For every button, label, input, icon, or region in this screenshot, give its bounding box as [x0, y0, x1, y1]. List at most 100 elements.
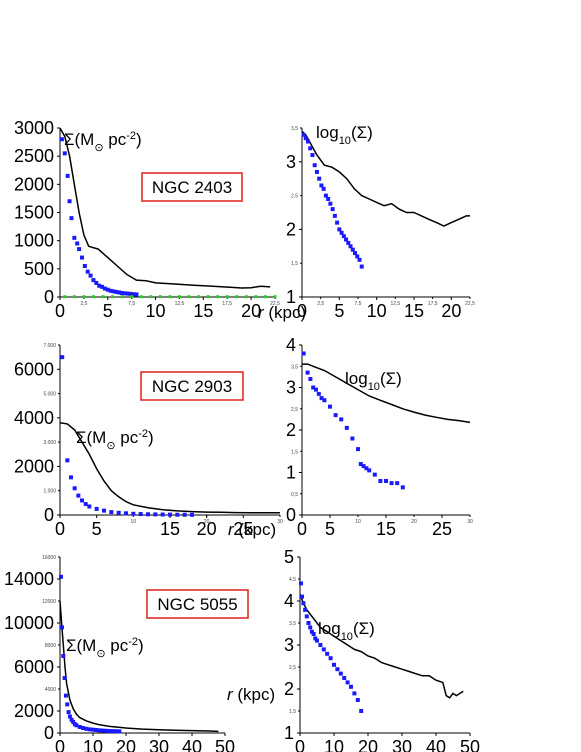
data-point — [82, 264, 87, 269]
data-point — [116, 510, 121, 515]
data-point-green — [72, 295, 76, 299]
data-point — [330, 207, 335, 212]
data-point — [333, 413, 338, 418]
data-point — [300, 594, 305, 599]
data-point — [104, 728, 109, 733]
data-point-green — [235, 295, 239, 299]
x-axis-label: r (kpc) — [227, 685, 275, 704]
data-point-green — [206, 295, 210, 299]
data-point — [332, 213, 337, 218]
data-point — [308, 146, 313, 151]
data-point — [138, 512, 143, 517]
galaxy-name: NGC 2903 — [152, 377, 232, 396]
data-point-green — [263, 295, 267, 299]
x-minor-tick-label: 2,5 — [80, 301, 87, 307]
profile-line — [59, 600, 219, 733]
y-minor-tick-label: 3,5 — [291, 126, 298, 132]
y-tick-label: 500 — [24, 259, 54, 279]
galaxy-name: NGC 2403 — [152, 178, 232, 197]
x-minor-tick-label: 22,5 — [465, 301, 475, 307]
y-tick-label: 0 — [286, 505, 296, 525]
y-tick-label: 10000 — [4, 613, 54, 633]
x-minor-tick-label: 20 — [411, 519, 417, 525]
data-point — [328, 656, 333, 661]
x-minor-tick-label: 12,5 — [390, 301, 400, 307]
data-point — [301, 132, 306, 137]
x-tick-label: 15 — [193, 301, 213, 321]
quantity-label: log10(Σ) — [345, 369, 402, 393]
data-point — [309, 629, 314, 634]
y-tick-label: 6000 — [14, 657, 54, 677]
x-tick-label: 20 — [197, 519, 217, 539]
data-point — [339, 417, 344, 422]
data-point — [344, 237, 349, 242]
data-point — [335, 667, 340, 672]
y-tick-label: 0 — [44, 505, 54, 525]
data-point — [338, 671, 343, 676]
data-point — [61, 654, 66, 658]
data-point-green — [91, 295, 95, 299]
y-tick-label: 1 — [286, 287, 296, 307]
x-tick-label: 5 — [103, 301, 113, 321]
data-point — [306, 621, 311, 625]
data-point-green — [168, 295, 172, 299]
y-minor-tick-label: 1,5 — [291, 261, 298, 267]
data-point — [355, 698, 360, 702]
data-point — [69, 475, 73, 480]
y-tick-label: 0 — [44, 723, 54, 743]
data-point — [97, 728, 102, 733]
data-point — [355, 254, 360, 259]
data-point — [304, 614, 309, 619]
data-point — [319, 396, 324, 401]
data-point — [346, 240, 351, 245]
x-minor-tick-label: 7,5 — [128, 301, 135, 307]
data-point — [321, 647, 326, 652]
data-point — [80, 498, 84, 503]
y-minor-tick-label: 2,5 — [289, 665, 296, 671]
data-point — [59, 137, 64, 142]
y-minor-tick-label: 4000 — [45, 687, 56, 693]
panel-p6: 1 2 3 4 5 1,5 2,5 3,5 4,5 0 10 20 30 40 50 log10(Σ) — [284, 547, 480, 752]
data-point — [308, 377, 313, 381]
subscript: 10 — [368, 381, 380, 393]
data-point — [65, 173, 70, 178]
data-point — [322, 398, 327, 403]
data-point — [353, 251, 358, 256]
x-minor-tick-label: 10 — [355, 519, 361, 525]
data-point — [87, 504, 92, 509]
data-point — [318, 643, 323, 647]
data-point — [85, 269, 90, 274]
x-tick-label: 20 — [241, 301, 261, 321]
x-minor-tick-label: 10 — [131, 519, 137, 525]
data-point — [359, 264, 364, 269]
galaxy-label-box — [140, 371, 244, 401]
data-point — [319, 183, 324, 188]
data-point — [303, 136, 308, 141]
data-point — [400, 485, 405, 490]
data-point-green — [130, 295, 134, 299]
data-point — [91, 278, 96, 283]
y-tick-label: 2 — [284, 679, 294, 699]
data-point-green — [82, 295, 86, 299]
data-point — [345, 680, 350, 685]
data-point-green — [158, 295, 162, 299]
data-point — [359, 709, 364, 713]
data-point-green — [63, 295, 67, 299]
data-point — [84, 726, 89, 731]
x-minor-tick-label: 17,5 — [222, 301, 232, 307]
data-point — [65, 458, 70, 463]
profile-line — [302, 363, 471, 424]
data-point — [305, 139, 310, 144]
x-tick-label: 5 — [92, 519, 102, 539]
y-tick-label: 6000 — [14, 359, 54, 379]
y-tick-label: 2000 — [14, 174, 54, 194]
data-point — [361, 464, 366, 469]
y-minor-tick-label: 8000 — [45, 643, 56, 649]
superscript: -2 — [138, 428, 148, 440]
data-point-green — [101, 295, 105, 299]
data-point — [94, 280, 99, 285]
data-point — [308, 625, 313, 630]
y-tick-label: 14000 — [4, 569, 54, 589]
data-point — [311, 632, 316, 636]
data-point — [59, 625, 64, 630]
